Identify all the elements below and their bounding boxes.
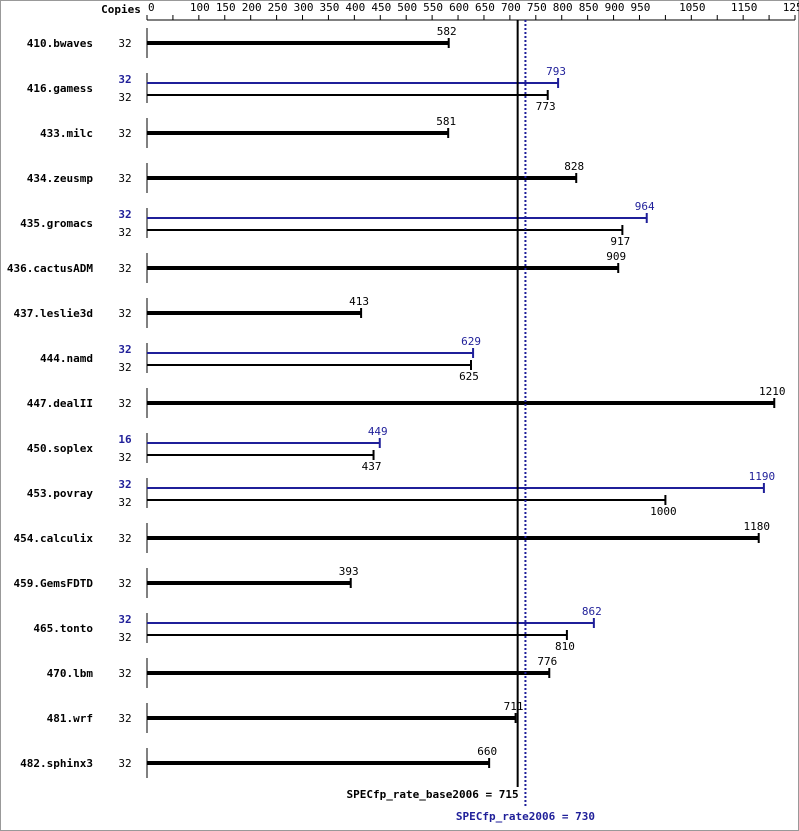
value-label: 660	[477, 745, 497, 758]
value-label: 810	[555, 640, 575, 653]
reference-label: SPECfp_rate2006 = 730	[456, 810, 595, 823]
x-tick-label: 750	[527, 1, 547, 14]
copies: 32	[118, 397, 131, 410]
value-label: 909	[606, 250, 626, 263]
x-tick-label: 1150	[731, 1, 758, 14]
copies: 32	[118, 577, 131, 590]
copies: 32	[118, 172, 131, 185]
copies: 32	[118, 127, 131, 140]
copies: 32	[118, 262, 131, 275]
value-label: 1180	[743, 520, 770, 533]
benchmark-name: 482.sphinx3	[20, 757, 93, 770]
value-label: 917	[610, 235, 630, 248]
x-tick-label: 800	[553, 1, 573, 14]
x-tick-label: 900	[605, 1, 625, 14]
benchmark-name: 481.wrf	[47, 712, 93, 725]
x-tick-label: 1250	[783, 1, 799, 14]
benchmark-name: 433.milc	[40, 127, 93, 140]
value-label: 1210	[759, 385, 786, 398]
peak-copies: 32	[118, 208, 131, 221]
x-tick-label: 300	[294, 1, 314, 14]
x-tick-label: 450	[371, 1, 391, 14]
benchmark-name: 436.cactusADM	[7, 262, 93, 275]
peak-copies: 16	[118, 433, 132, 446]
peak-copies: 32	[118, 73, 131, 86]
x-tick-label: 950	[631, 1, 651, 14]
benchmark-name: 454.calculix	[14, 532, 94, 545]
value-label: 828	[564, 160, 584, 173]
copies: 32	[118, 532, 131, 545]
copies: 32	[118, 451, 131, 464]
benchmark-name: 459.GemsFDTD	[14, 577, 94, 590]
value-label: 437	[362, 460, 382, 473]
x-tick-label: 650	[475, 1, 495, 14]
benchmark-name: 444.namd	[40, 352, 93, 365]
copies: 32	[118, 712, 131, 725]
reference-label: SPECfp_rate_base2006 = 715	[346, 788, 518, 801]
value-label: 773	[536, 100, 556, 113]
copies: 32	[118, 667, 131, 680]
x-tick-label: 1050	[679, 1, 706, 14]
copies-header: Copies	[101, 3, 141, 16]
peak-value-label: 629	[461, 335, 481, 348]
peak-copies: 32	[118, 613, 131, 626]
value-label: 582	[437, 25, 457, 38]
value-label: 776	[537, 655, 557, 668]
value-label: 1000	[650, 505, 677, 518]
benchmark-name: 410.bwaves	[27, 37, 93, 50]
peak-value-label: 449	[368, 425, 388, 438]
x-tick-label: 200	[242, 1, 262, 14]
benchmark-name: 437.leslie3d	[14, 307, 93, 320]
peak-value-label: 1190	[749, 470, 776, 483]
peak-copies: 32	[118, 478, 131, 491]
benchmark-name: 453.povray	[27, 487, 94, 500]
x-tick-label: 0	[148, 1, 155, 14]
value-label: 711	[504, 700, 524, 713]
copies: 32	[118, 307, 131, 320]
peak-copies: 32	[118, 343, 131, 356]
benchmark-name: 435.gromacs	[20, 217, 93, 230]
x-tick-label: 250	[268, 1, 288, 14]
copies: 32	[118, 496, 131, 509]
copies: 32	[118, 631, 131, 644]
peak-value-label: 964	[635, 200, 655, 213]
x-tick-label: 400	[345, 1, 365, 14]
benchmark-name: 416.gamess	[27, 82, 93, 95]
x-tick-label: 700	[501, 1, 521, 14]
copies: 32	[118, 37, 131, 50]
benchmark-name: 465.tonto	[33, 622, 93, 635]
copies: 32	[118, 91, 131, 104]
peak-value-label: 793	[546, 65, 566, 78]
copies: 32	[118, 226, 131, 239]
x-tick-label: 100	[190, 1, 210, 14]
benchmark-name: 450.soplex	[27, 442, 94, 455]
value-label: 413	[349, 295, 369, 308]
value-label: 393	[339, 565, 359, 578]
benchmark-name: 470.lbm	[47, 667, 94, 680]
x-tick-label: 600	[449, 1, 469, 14]
x-tick-label: 850	[579, 1, 599, 14]
x-tick-label: 550	[423, 1, 443, 14]
benchmark-name: 434.zeusmp	[27, 172, 94, 185]
x-tick-label: 350	[320, 1, 340, 14]
x-tick-label: 150	[216, 1, 236, 14]
peak-value-label: 862	[582, 605, 602, 618]
copies: 32	[118, 361, 131, 374]
value-label: 581	[436, 115, 456, 128]
value-label: 625	[459, 370, 479, 383]
x-tick-label: 500	[397, 1, 417, 14]
copies: 32	[118, 757, 131, 770]
benchmark-name: 447.dealII	[27, 397, 93, 410]
